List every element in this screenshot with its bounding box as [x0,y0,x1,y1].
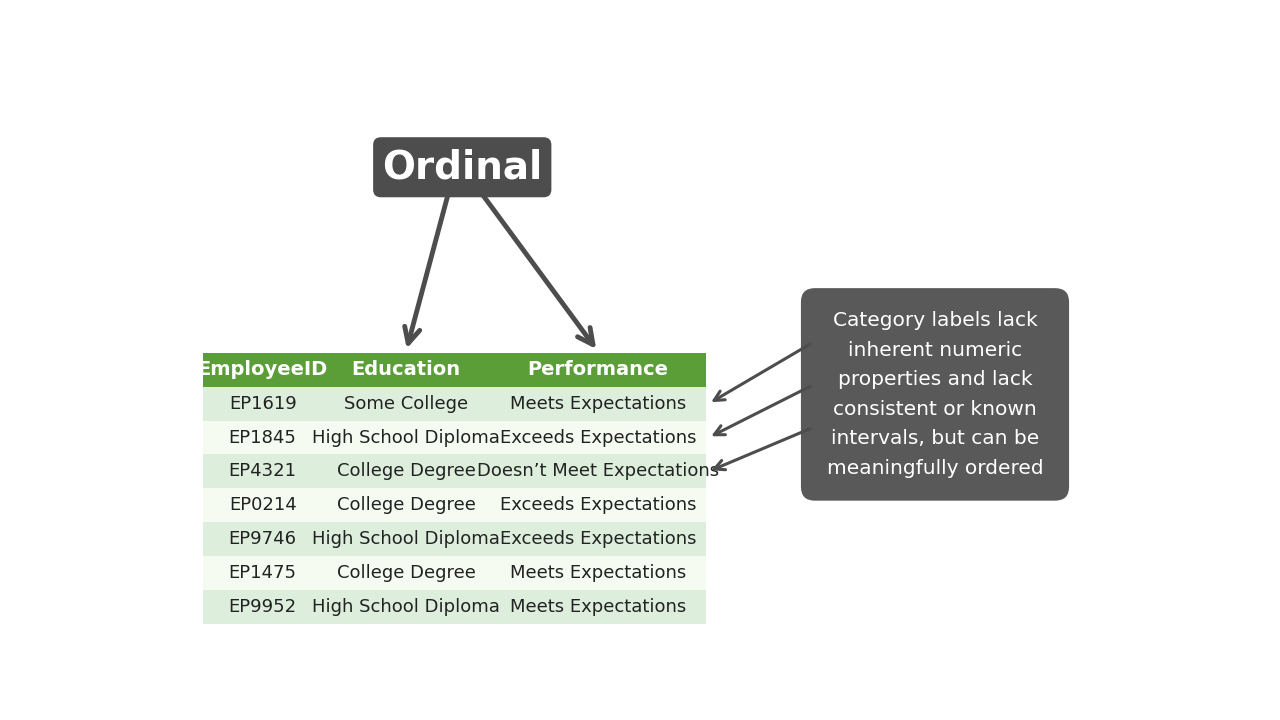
Bar [489,454,707,488]
FancyBboxPatch shape [374,138,552,197]
Text: Meets Expectations: Meets Expectations [509,598,686,616]
Text: EP0214: EP0214 [229,496,297,514]
Text: Exceeds Expectations: Exceeds Expectations [499,530,696,548]
Bar [202,488,323,522]
Text: EP4321: EP4321 [229,462,297,480]
Bar [323,454,489,488]
Bar [323,556,489,590]
Bar [202,454,323,488]
Bar [489,353,707,387]
Text: Category labels lack
inherent numeric
properties and lack
consistent or known
in: Category labels lack inherent numeric pr… [827,311,1043,477]
Text: EP9952: EP9952 [229,598,297,616]
Text: Ordinal: Ordinal [383,148,543,186]
Text: Exceeds Expectations: Exceeds Expectations [499,496,696,514]
Bar [323,522,489,556]
Text: Exceeds Expectations: Exceeds Expectations [499,428,696,446]
Text: EmployeeID: EmployeeID [197,360,328,379]
Bar [323,488,489,522]
Text: EP1475: EP1475 [229,564,297,582]
Text: Doesn’t Meet Expectations: Doesn’t Meet Expectations [477,462,719,480]
Text: High School Diploma: High School Diploma [312,598,500,616]
Bar [323,387,489,420]
Text: College Degree: College Degree [337,462,475,480]
Bar [489,590,707,624]
Bar [202,387,323,420]
Text: College Degree: College Degree [337,496,475,514]
Bar [202,590,323,624]
Bar [489,420,707,454]
Bar [489,488,707,522]
Bar [202,522,323,556]
Bar [323,353,489,387]
Text: EP1845: EP1845 [229,428,297,446]
Text: EP9746: EP9746 [229,530,297,548]
Text: Performance: Performance [527,360,668,379]
Bar [323,420,489,454]
Text: Education: Education [352,360,461,379]
Text: High School Diploma: High School Diploma [312,428,500,446]
Bar [202,353,323,387]
Text: Meets Expectations: Meets Expectations [509,395,686,413]
Bar [489,556,707,590]
Bar [489,522,707,556]
Text: High School Diploma: High School Diploma [312,530,500,548]
Text: College Degree: College Degree [337,564,475,582]
Bar [202,556,323,590]
Text: Some College: Some College [344,395,468,413]
Bar [323,590,489,624]
Bar [202,420,323,454]
Text: EP1619: EP1619 [229,395,297,413]
Text: Meets Expectations: Meets Expectations [509,564,686,582]
Bar [489,387,707,420]
FancyBboxPatch shape [801,288,1069,500]
